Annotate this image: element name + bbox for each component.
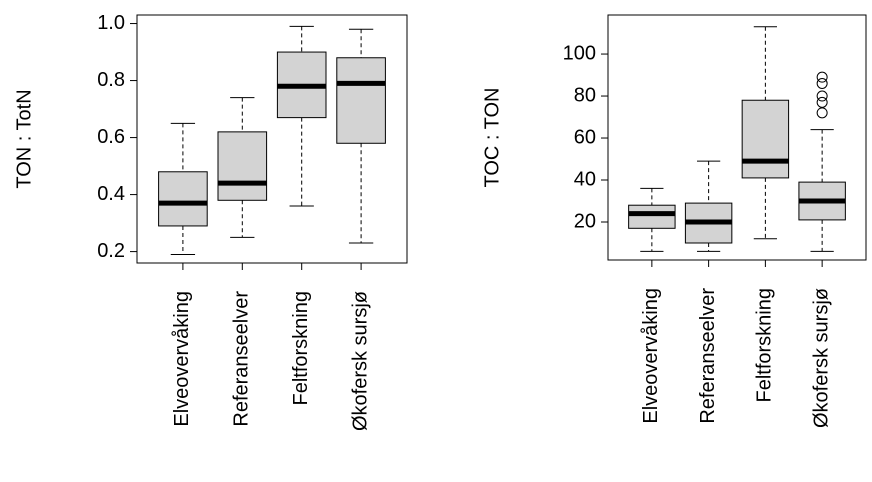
plot-frame — [136, 14, 408, 264]
y-tick-label: 0.8 — [97, 69, 125, 91]
x-tick-label: Økofersk sursjø — [349, 291, 371, 431]
y-tick-label: 40 — [574, 168, 596, 190]
y-tick-label: 80 — [574, 84, 596, 106]
x-tick-label: Referanseelver — [697, 288, 719, 424]
y-tick-label: 0.2 — [97, 240, 125, 262]
box — [158, 171, 208, 227]
box — [628, 204, 676, 229]
x-tick-label: Feltforskning — [290, 291, 312, 406]
y-tick-label: 0.4 — [97, 183, 125, 205]
y-tick-label: 1.0 — [97, 12, 125, 34]
x-tick-label: Elveovervåking — [640, 288, 662, 424]
outlier — [816, 96, 828, 108]
outlier — [816, 107, 828, 119]
x-tick-label: Referanseelver — [231, 291, 253, 427]
plot-frame — [607, 14, 867, 261]
y-axis-label: TON : TotN — [13, 89, 35, 188]
y-tick-label: 100 — [563, 42, 596, 64]
box — [336, 57, 386, 144]
y-tick-label: 20 — [574, 210, 596, 232]
x-tick-label: Feltforskning — [754, 288, 776, 403]
box — [217, 131, 268, 201]
y-axis-label: TOC : TON — [481, 87, 503, 187]
x-tick-label: Elveovervåking — [171, 291, 193, 427]
y-tick-label: 60 — [574, 126, 596, 148]
y-tick-label: 0.6 — [97, 126, 125, 148]
outlier — [816, 71, 828, 83]
box — [741, 99, 790, 179]
outlier — [816, 90, 828, 102]
x-tick-label: Økofersk sursjø — [810, 288, 832, 428]
outlier — [816, 77, 828, 89]
